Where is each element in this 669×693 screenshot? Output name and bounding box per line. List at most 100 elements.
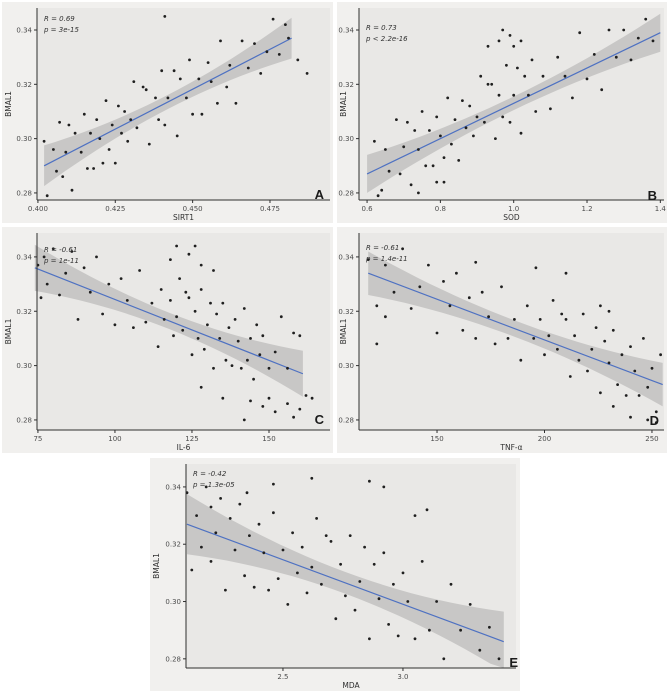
data-point xyxy=(202,347,206,351)
y-axis-title: BMAL1 xyxy=(339,318,348,344)
y-tick-label: 0.28 xyxy=(16,189,32,197)
x-tick-label: 0.425 xyxy=(105,205,125,213)
data-point xyxy=(132,326,135,329)
x-tick-label: 0.6 xyxy=(361,205,373,213)
data-point xyxy=(185,96,188,100)
data-point xyxy=(392,582,395,586)
data-point xyxy=(488,625,491,629)
regression-line xyxy=(43,37,292,167)
x-tick-label: 3.0 xyxy=(397,673,408,681)
data-point xyxy=(549,107,552,111)
data-point xyxy=(406,600,410,603)
x-tick-label: 1.2 xyxy=(581,205,592,213)
data-point xyxy=(200,112,204,116)
data-point xyxy=(413,514,417,517)
data-point xyxy=(255,323,259,327)
panel-letter-e: E xyxy=(509,655,518,670)
data-point xyxy=(272,511,275,515)
data-point xyxy=(76,318,80,321)
panel-d: 150 200 250 0.28 0.30 0.32 0.34 TNF-α BMAL1 R = -… xyxy=(337,227,667,453)
data-point xyxy=(622,28,626,32)
data-point xyxy=(564,271,568,275)
scatter-plot-sirt1: 0.400 0.425 0.450 0.475 0.28 0.30 0.32 0.34 SIRT… xyxy=(2,2,333,223)
p-annotation: p = 3e-15 xyxy=(43,26,79,34)
data-point xyxy=(117,104,120,108)
data-point xyxy=(479,74,483,78)
data-point xyxy=(147,142,151,146)
data-point xyxy=(594,326,598,329)
panel-letter-c: C xyxy=(314,412,324,427)
data-point xyxy=(110,123,114,127)
x-tick-label: 125 xyxy=(185,435,198,443)
data-point xyxy=(195,514,198,517)
regression-line xyxy=(368,272,663,386)
data-point xyxy=(209,505,213,509)
data-point xyxy=(453,118,457,121)
panel-a: 0.400 0.425 0.450 0.475 0.28 0.30 0.32 0.34 SIRT… xyxy=(2,2,333,223)
x-tick-label: 0.8 xyxy=(435,205,446,213)
data-point xyxy=(448,304,452,308)
data-point xyxy=(199,263,203,267)
data-point xyxy=(592,53,596,56)
data-point xyxy=(214,531,218,535)
data-point xyxy=(523,74,527,78)
data-point xyxy=(435,331,439,335)
r-annotation: R = 0.73 xyxy=(366,24,397,32)
data-point xyxy=(624,394,628,397)
data-point xyxy=(505,63,508,67)
data-point xyxy=(384,263,387,267)
data-point xyxy=(377,597,381,601)
data-point xyxy=(425,508,429,512)
data-point xyxy=(442,180,446,184)
data-point xyxy=(468,104,472,108)
data-point xyxy=(88,290,92,294)
data-point xyxy=(120,131,123,135)
y-tick-label: 0.32 xyxy=(338,308,354,316)
data-point xyxy=(464,126,468,130)
data-point xyxy=(420,110,424,113)
data-point xyxy=(253,42,256,45)
data-point xyxy=(472,134,475,138)
data-point xyxy=(644,17,648,21)
data-point xyxy=(532,337,536,340)
data-point xyxy=(238,502,242,506)
data-point xyxy=(629,58,633,62)
data-point xyxy=(82,266,86,270)
data-point xyxy=(431,164,435,168)
data-point xyxy=(398,172,402,176)
data-point xyxy=(58,293,61,297)
data-point xyxy=(384,315,387,319)
data-point xyxy=(513,318,516,321)
data-point xyxy=(163,15,167,18)
data-point xyxy=(348,534,352,537)
data-point xyxy=(512,44,516,48)
data-point xyxy=(344,594,347,598)
panel-e: 2.5 3.0 0.28 0.30 0.32 0.34 MDA BMAL1 R = -0.42 p… xyxy=(150,458,520,691)
data-point xyxy=(296,571,299,575)
data-point xyxy=(209,560,213,563)
data-point xyxy=(461,99,464,102)
y-tick-label: 0.30 xyxy=(16,362,32,370)
data-point xyxy=(650,366,654,370)
data-point xyxy=(428,129,431,132)
data-point xyxy=(172,334,175,338)
data-point xyxy=(620,353,624,357)
data-point xyxy=(315,517,318,520)
y-tick-label: 0.30 xyxy=(165,598,181,606)
data-point xyxy=(204,485,208,489)
data-point xyxy=(138,269,142,272)
data-point xyxy=(483,120,486,124)
data-point xyxy=(160,69,164,73)
data-point xyxy=(629,415,632,419)
r-annotation: R = 0.69 xyxy=(44,15,75,23)
y-tick-label: 0.30 xyxy=(16,135,32,143)
data-point xyxy=(616,383,619,386)
data-point xyxy=(442,280,445,283)
data-point xyxy=(413,129,417,132)
data-point xyxy=(107,148,111,151)
data-point xyxy=(287,36,290,40)
data-point xyxy=(599,391,602,395)
data-point xyxy=(209,80,213,83)
data-point xyxy=(188,58,191,62)
data-point xyxy=(227,326,231,329)
